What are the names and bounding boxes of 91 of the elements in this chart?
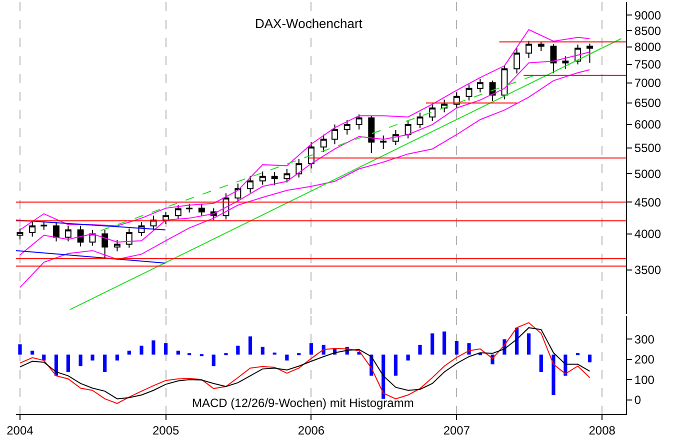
bar xyxy=(127,350,131,355)
bar xyxy=(236,346,240,355)
x-tick-label: 2005 xyxy=(152,423,180,438)
bar xyxy=(430,333,434,355)
bar xyxy=(526,333,531,355)
candlestick xyxy=(247,175,254,194)
candlestick xyxy=(16,228,24,240)
y-tick-label: 6500 xyxy=(634,96,662,110)
candlestick xyxy=(64,225,72,242)
bar xyxy=(66,354,70,372)
bar xyxy=(140,346,144,355)
candlestick xyxy=(126,228,132,248)
bar xyxy=(442,332,446,355)
candlestick xyxy=(40,220,48,230)
candlestick xyxy=(198,203,205,216)
x-tick-label: 2008 xyxy=(588,423,616,438)
candlestick xyxy=(234,183,242,203)
candlestick xyxy=(501,65,508,100)
bar xyxy=(454,341,458,355)
candlestick xyxy=(380,135,387,150)
candlestick xyxy=(416,112,424,129)
y-tick-label: 4500 xyxy=(634,195,662,210)
y-tick-label: 7500 xyxy=(634,58,662,72)
candlestick xyxy=(586,43,593,64)
candlestick xyxy=(526,40,532,58)
bar xyxy=(248,336,252,355)
bar xyxy=(406,354,410,360)
y-tick-label: 200 xyxy=(634,352,655,367)
candlestick xyxy=(77,225,84,247)
bar xyxy=(212,354,216,366)
candlestick xyxy=(320,134,327,152)
bar xyxy=(418,344,422,355)
candlestick xyxy=(538,41,544,52)
candlestick xyxy=(514,48,520,74)
candlestick xyxy=(476,78,484,93)
y-tick-label: 4000 xyxy=(634,227,662,242)
x-tick-label: 2006 xyxy=(298,423,325,438)
candlestick xyxy=(174,204,182,220)
bar xyxy=(176,350,180,355)
bar xyxy=(90,354,94,360)
y-tick-label: 300 xyxy=(634,332,655,346)
bar xyxy=(18,344,22,355)
bar xyxy=(260,346,264,355)
candlestick xyxy=(562,56,569,70)
bar xyxy=(382,354,386,399)
y-tick-label: 8000 xyxy=(634,40,662,54)
y-tick-label: 0 xyxy=(634,393,642,408)
candlestick xyxy=(429,103,436,122)
bar xyxy=(30,350,34,355)
bar xyxy=(552,354,556,396)
bar xyxy=(309,343,314,355)
y-tick-label: 3500 xyxy=(634,263,662,278)
bar xyxy=(394,354,398,376)
candlestick xyxy=(102,229,108,260)
candlestick xyxy=(53,222,60,242)
y-tick-label: 8500 xyxy=(634,24,662,38)
candlestick xyxy=(356,114,362,130)
y-tick-label: 9000 xyxy=(634,8,662,22)
bar xyxy=(285,354,289,360)
candlestick xyxy=(466,84,472,101)
y-tick-label: 100 xyxy=(634,372,655,387)
bar xyxy=(115,354,119,360)
bar xyxy=(152,340,156,355)
bar xyxy=(588,354,592,362)
bar xyxy=(78,354,82,366)
bar xyxy=(103,354,107,372)
bar xyxy=(164,343,168,355)
y-tick-label: 6000 xyxy=(634,118,662,132)
candlestick xyxy=(259,171,266,186)
text: DAX-Wochenchart xyxy=(255,16,363,31)
candlestick xyxy=(332,124,338,145)
annotation: MACD (12/26/9-Wochen) mit Histogramm xyxy=(192,396,414,410)
y-tick-label: 5500 xyxy=(634,141,662,156)
candlestick xyxy=(404,120,412,139)
candlestick xyxy=(114,240,120,252)
bar xyxy=(42,354,46,360)
candlestick xyxy=(368,115,375,154)
y-tick-label: 5000 xyxy=(634,166,662,181)
bar xyxy=(539,354,543,372)
candlestick xyxy=(162,211,170,224)
candlestick xyxy=(284,168,290,183)
candlestick xyxy=(344,120,350,136)
line-series xyxy=(19,52,590,256)
line-series xyxy=(19,69,590,288)
candlestick xyxy=(29,222,36,238)
line-series xyxy=(19,29,590,230)
candlestick xyxy=(271,172,278,186)
y-tick-label: 7000 xyxy=(634,76,662,90)
candlestick xyxy=(296,158,302,178)
x-tick-label: 2007 xyxy=(443,423,470,438)
x-tick-label: 2004 xyxy=(6,423,34,438)
